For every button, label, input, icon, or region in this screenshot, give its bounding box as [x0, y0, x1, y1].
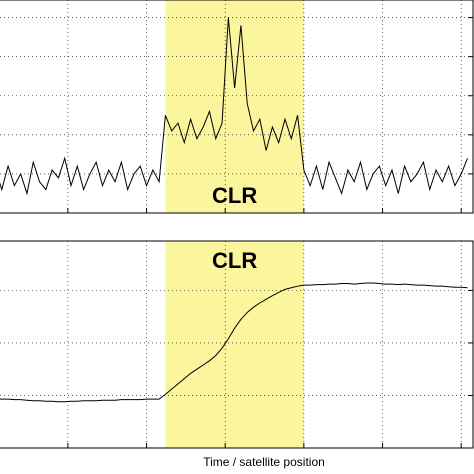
plot-border	[0, 0, 474, 214]
data-line	[0, 282, 468, 403]
x-axis-label: Time / satellite position	[203, 455, 325, 469]
annotation: CLR	[212, 248, 257, 273]
shaded-region	[165, 0, 304, 213]
plot-border	[0, 240, 474, 449]
data-line	[0, 17, 468, 196]
annotation: CLR	[212, 183, 257, 208]
shaded-region	[165, 241, 304, 448]
